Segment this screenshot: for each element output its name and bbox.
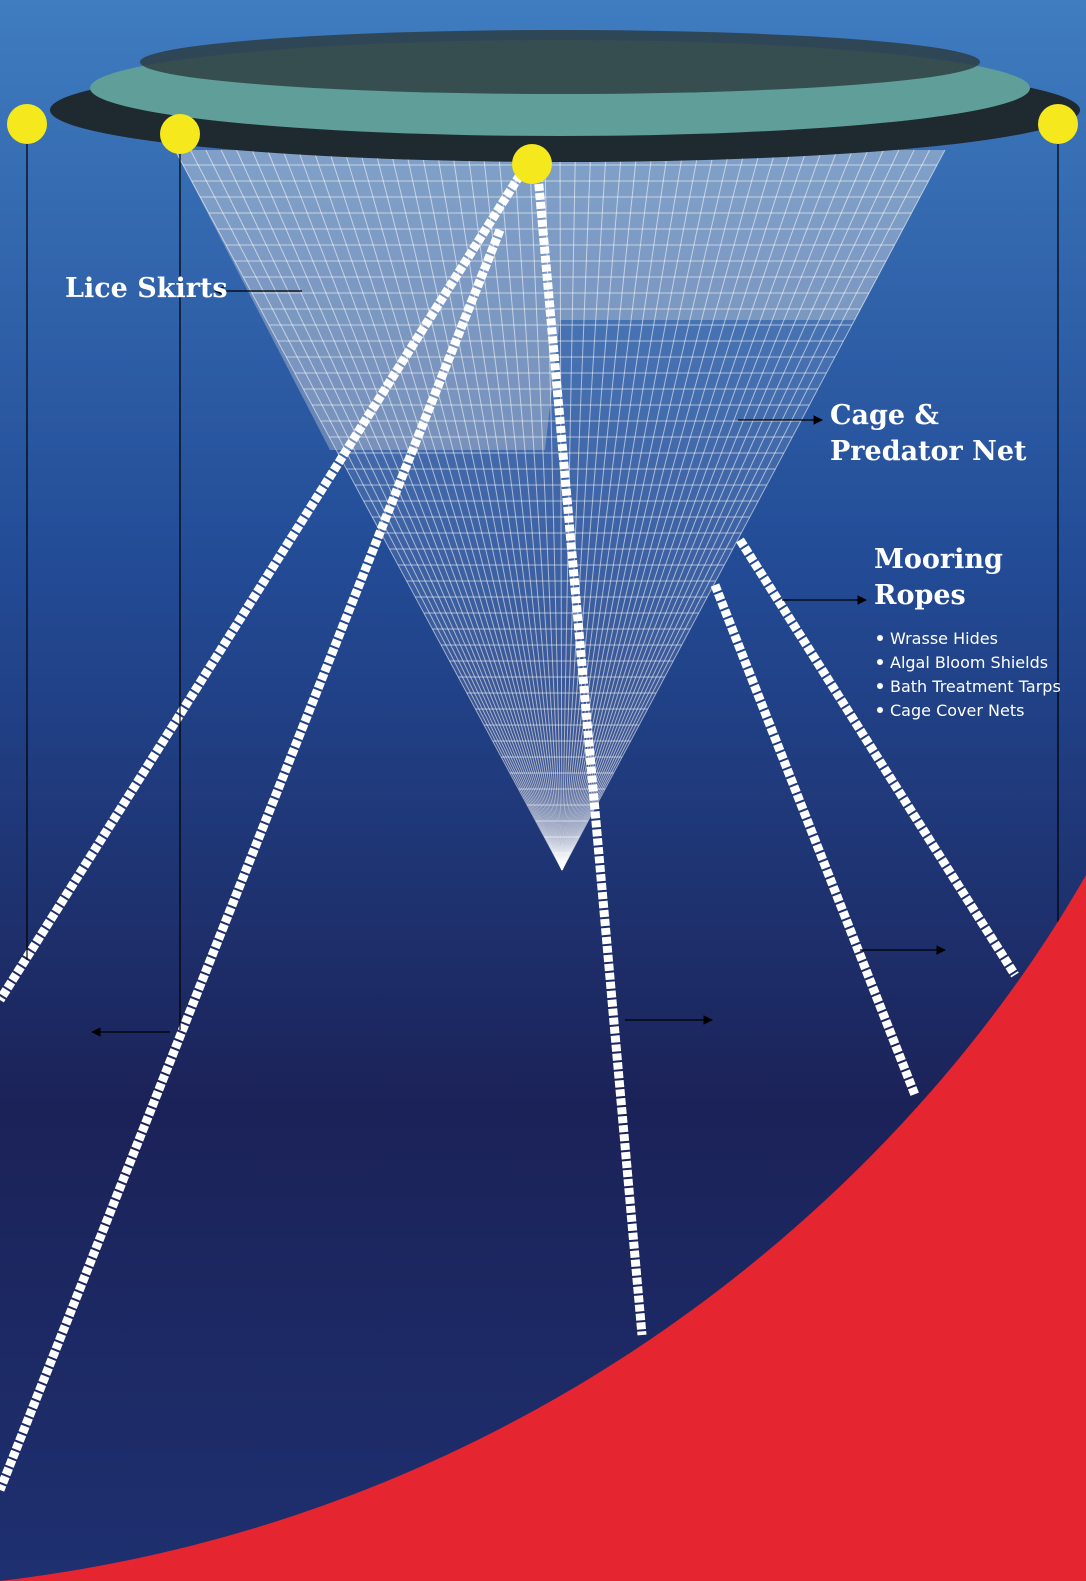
rope: [0, 228, 505, 1492]
label: Cage &: [830, 400, 939, 431]
net-line: [451, 149, 563, 871]
net-line: [497, 149, 563, 871]
red-curve: [0, 875, 1086, 1581]
net-line: [561, 149, 653, 871]
list-item: Algal Bloom Shields: [890, 653, 1048, 672]
net-line: [561, 149, 946, 871]
list-item: Wrasse Hides: [890, 629, 998, 648]
bullet: [877, 659, 883, 665]
net-line: [467, 149, 563, 871]
buoy: [512, 144, 552, 184]
net-line: [561, 149, 838, 871]
net-line: [561, 149, 592, 871]
net-line: [420, 149, 563, 871]
net-line: [561, 149, 623, 871]
net-line: [561, 149, 777, 871]
net-line: [374, 149, 563, 871]
net-line: [561, 149, 792, 871]
rope: [710, 583, 920, 1097]
rope: [736, 537, 1019, 978]
buoy: [7, 104, 47, 144]
net-line: [251, 149, 563, 871]
net-line: [513, 149, 563, 871]
label: Lice Skirts: [65, 273, 228, 304]
net-line: [297, 149, 563, 871]
net-line: [266, 149, 563, 871]
net-line: [236, 149, 563, 871]
net-line: [390, 149, 563, 871]
net-line: [561, 149, 607, 871]
net-line: [561, 149, 900, 871]
net-line: [482, 149, 563, 871]
label: Ropes: [874, 580, 966, 611]
net-line: [528, 149, 563, 871]
net-line: [561, 149, 761, 871]
net-line: [561, 149, 684, 871]
cage-top-net: [140, 30, 980, 94]
net-line: [359, 149, 563, 871]
net-line: [205, 149, 563, 871]
mooring-ropes: [0, 172, 1019, 1492]
net-line: [559, 149, 563, 871]
net-line: [561, 149, 807, 871]
label: Predator Net: [830, 436, 1027, 467]
net-line: [282, 149, 563, 871]
net-line: [328, 149, 563, 871]
buoy: [1038, 104, 1078, 144]
bullet: [877, 707, 883, 713]
bullet: [877, 635, 883, 641]
net-cone: [175, 150, 945, 870]
net-line: [561, 149, 931, 871]
net-line: [313, 149, 563, 871]
net-line: [561, 149, 915, 871]
buoy: [160, 114, 200, 154]
list-item: Bath Treatment Tarps: [890, 677, 1061, 696]
rope: [533, 174, 647, 1336]
net-line: [561, 149, 884, 871]
net-line: [343, 149, 563, 871]
buoys: [7, 104, 1078, 184]
net-line: [561, 149, 823, 871]
label: Mooring: [874, 544, 1003, 575]
net-line: [561, 149, 638, 871]
net-line: [405, 149, 563, 871]
net-line: [561, 149, 869, 871]
anchor-lines: [26, 124, 1059, 1037]
net-line: [561, 149, 700, 871]
net-line: [174, 149, 563, 871]
net-line: [561, 149, 669, 871]
bullets: [877, 635, 883, 713]
net-line: [561, 149, 854, 871]
net-line: [189, 149, 563, 871]
list-item: Cage Cover Nets: [890, 701, 1024, 720]
rope: [0, 172, 524, 1003]
bullet: [877, 683, 883, 689]
